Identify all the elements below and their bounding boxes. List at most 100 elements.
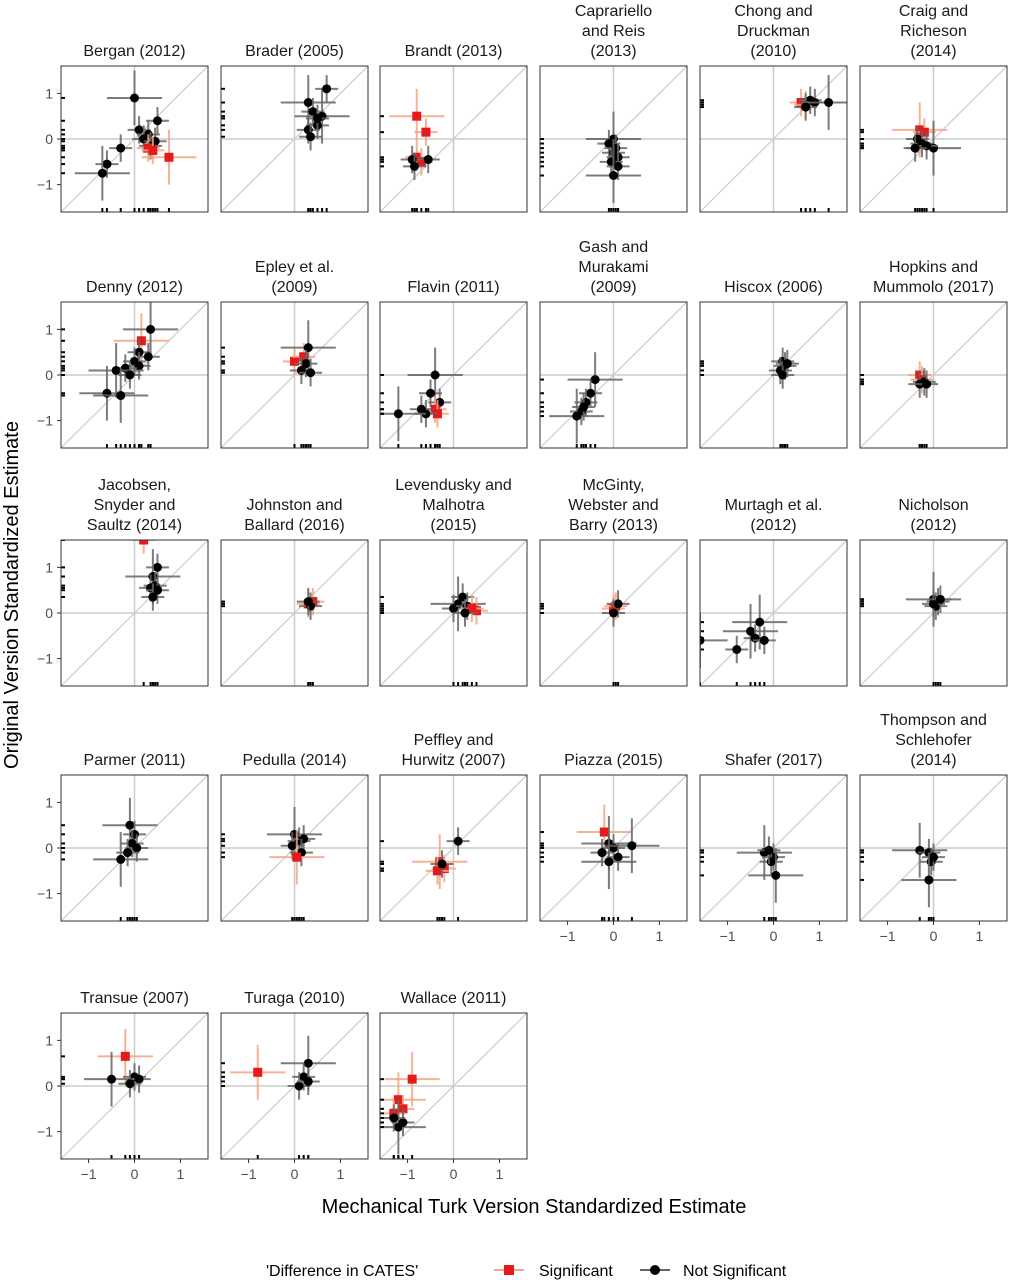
panel-frame [859, 65, 1008, 213]
panel-title: Mummolo (2017) [873, 279, 994, 296]
point-significant [253, 1067, 263, 1077]
x-tick-label: 0 [610, 928, 618, 944]
panel-26: Wallace (2011) −1 0 1 [379, 990, 528, 1182]
point-not-significant [604, 857, 614, 867]
point-not-significant [778, 370, 788, 380]
panel-frame [379, 774, 528, 922]
point-not-significant [152, 562, 162, 572]
y-tick-label: −1 [37, 886, 53, 902]
point-not-significant [146, 324, 156, 334]
panel-title: (2013) [590, 43, 636, 60]
point-not-significant [143, 352, 153, 362]
panel-frame [859, 539, 1008, 687]
point-not-significant [430, 370, 440, 380]
y-tick-label: 0 [45, 131, 53, 147]
point-not-significant [609, 171, 618, 180]
x-tick-label: −1 [880, 928, 896, 944]
point-significant [407, 1074, 417, 1084]
point-significant [412, 111, 422, 121]
point-not-significant [303, 98, 313, 107]
panel-7: Epley et al. (2009) [220, 259, 369, 449]
panel-21: Piazza (2015) −1 0 1 [539, 752, 688, 944]
panel-title: Barry (2013) [569, 517, 658, 534]
panel-title: Hopkins and [889, 259, 978, 276]
panel-title: Brader (2005) [245, 43, 344, 60]
point-not-significant [935, 594, 945, 604]
point-significant [471, 606, 481, 616]
point-significant [439, 864, 449, 874]
point-not-significant [732, 645, 742, 654]
x-tick-label: 1 [656, 928, 664, 944]
y-tick-label: −1 [37, 413, 53, 429]
point-significant [299, 352, 309, 362]
point-significant [599, 827, 609, 837]
legend-key-not-significant [640, 1265, 670, 1275]
panel-title: Bergan (2012) [83, 43, 185, 60]
identity-line [380, 1013, 527, 1159]
panel-frame [699, 539, 848, 687]
x-tick-label: 0 [770, 928, 778, 944]
x-tick-label: 0 [291, 1166, 299, 1182]
point-not-significant [929, 599, 938, 609]
point-not-significant [116, 143, 126, 153]
panel-frame [379, 65, 528, 213]
point-not-significant [764, 845, 774, 855]
point-significant [139, 540, 149, 545]
point-not-significant [393, 409, 403, 419]
panel-title: Snyder and [94, 497, 176, 514]
panel-title: Richeson [900, 23, 967, 40]
panel-title: Webster and [568, 497, 658, 514]
y-tick-label: 1 [45, 1032, 53, 1048]
legend-label-not-significant: Not Significant [683, 1263, 787, 1280]
point-not-significant [303, 1058, 313, 1068]
point-not-significant [613, 599, 623, 609]
panel-title: (2009) [590, 279, 636, 296]
panel-title: Murtagh et al. [725, 497, 823, 514]
point-not-significant [579, 402, 589, 412]
identity-line [700, 540, 847, 686]
panel-title: (2012) [750, 517, 796, 534]
point-not-significant [590, 375, 600, 385]
x-tick-label: 1 [337, 1166, 345, 1182]
point-not-significant [597, 848, 607, 858]
panel-title: Wallace (2011) [401, 990, 507, 1007]
point-not-significant [771, 870, 781, 880]
panel-12: Jacobsen, Snyder and Saultz (2014) −1 0 1 [37, 477, 209, 687]
point-significant [915, 125, 925, 135]
point-not-significant [759, 635, 769, 645]
panel-frame [220, 301, 369, 449]
legend: 'Difference in CATES' Significant Not Si… [266, 1263, 787, 1280]
panel-9: Gash and Murakami (2009) [539, 239, 688, 449]
panel-title: (2010) [750, 43, 796, 60]
panel-5: Craig and Richeson (2014) [859, 3, 1008, 213]
panel-frame [539, 65, 688, 213]
x-tick-label: −1 [81, 1166, 97, 1182]
point-not-significant [458, 592, 468, 602]
point-not-significant [301, 359, 311, 369]
point-not-significant [125, 820, 135, 830]
panel-22: Shafer (2017) −1 0 1 [699, 752, 848, 944]
legend-label-significant: Significant [539, 1263, 613, 1280]
point-not-significant [306, 368, 316, 378]
panel-19: Pedulla (2014) [220, 752, 369, 922]
x-tick-label: 0 [450, 1166, 458, 1182]
panel-title: (2014) [910, 43, 956, 60]
panel-title: Flavin (2011) [407, 279, 499, 296]
panel-title: Chong and [734, 3, 812, 20]
panel-frame [539, 301, 688, 449]
point-not-significant [409, 161, 419, 171]
panel-6: Denny (2012) −1 0 1 [37, 279, 209, 449]
panel-frame [699, 65, 848, 213]
point-not-significant [572, 411, 582, 421]
y-tick-label: 0 [45, 367, 53, 383]
y-tick-label: 1 [45, 794, 53, 810]
panel-title: Craig and [899, 3, 968, 20]
y-tick-label: 0 [45, 1078, 53, 1094]
panel-title: Schlehofer [895, 732, 972, 749]
point-significant [143, 143, 153, 153]
point-significant [467, 603, 477, 613]
x-tick-label: 1 [976, 928, 984, 944]
point-not-significant [125, 1079, 135, 1089]
point-not-significant [148, 592, 158, 602]
point-significant [432, 866, 442, 876]
